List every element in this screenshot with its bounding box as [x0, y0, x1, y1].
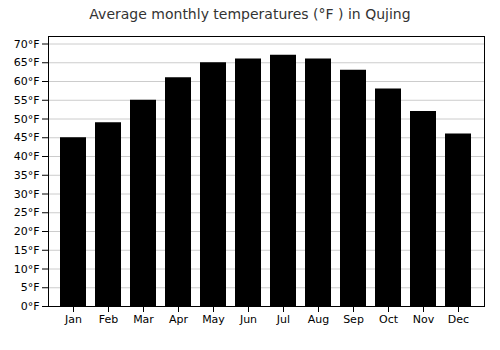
svg-text:Aug: Aug: [308, 313, 329, 326]
svg-text:Jun: Jun: [239, 313, 257, 326]
svg-text:25°F: 25°F: [14, 206, 40, 219]
svg-text:Jan: Jan: [64, 313, 82, 326]
svg-text:65°F: 65°F: [14, 56, 40, 69]
svg-text:10°F: 10°F: [14, 263, 40, 276]
svg-text:5°F: 5°F: [21, 281, 40, 294]
svg-text:Apr: Apr: [169, 313, 189, 326]
svg-text:40°F: 40°F: [14, 150, 40, 163]
html-text:Average monthly temperatures (: Average monthly temperatures (°F ) in Qu…: [89, 6, 411, 22]
svg-text:20°F: 20°F: [14, 225, 40, 238]
svg-text:May: May: [202, 313, 225, 326]
svg-text:55°F: 55°F: [14, 94, 40, 107]
svg-text:45°F: 45°F: [14, 131, 40, 144]
svg-text:Nov: Nov: [413, 313, 435, 326]
svg-text:Sep: Sep: [343, 313, 364, 326]
svg-text:70°F: 70°F: [14, 38, 40, 51]
svg-text:60°F: 60°F: [14, 75, 40, 88]
svg-text:Dec: Dec: [448, 313, 469, 326]
svg-text:Mar: Mar: [133, 313, 154, 326]
svg-text:35°F: 35°F: [14, 169, 40, 182]
svg-text:Feb: Feb: [99, 313, 118, 326]
svg-text:0°F: 0°F: [21, 300, 40, 313]
svg-text:Jul: Jul: [276, 313, 290, 326]
svg-text:Oct: Oct: [379, 313, 399, 326]
svg-text:30°F: 30°F: [14, 188, 40, 201]
svg-text:15°F: 15°F: [14, 244, 40, 257]
svg-text:50°F: 50°F: [14, 113, 40, 126]
